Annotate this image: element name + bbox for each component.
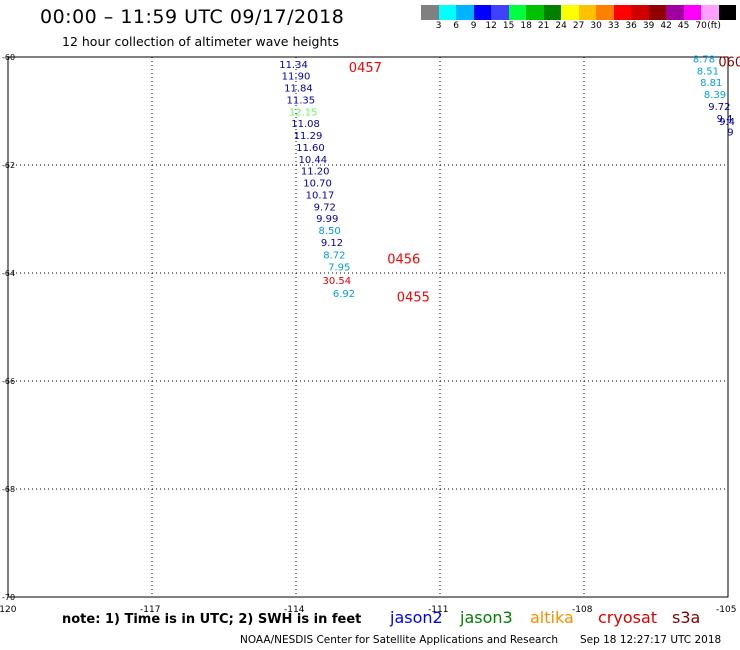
legend-altika: altika — [530, 608, 574, 627]
wave-height-value: 11.35 — [286, 95, 315, 106]
color-scale-bar — [421, 5, 736, 20]
color-swatch — [456, 5, 474, 20]
color-swatch — [683, 5, 701, 20]
color-scale-label: 27 — [572, 21, 585, 31]
wave-height-value: 10.17 — [306, 190, 335, 201]
latitude-tick-label: -66 — [2, 377, 15, 386]
color-swatch — [438, 5, 456, 20]
chart-title: 00:00 – 11:59 UTC 09/17/2018 — [40, 6, 345, 28]
color-swatch — [578, 5, 596, 20]
longitude-tick-label: -111 — [428, 605, 448, 615]
chart-subtitle: 12 hour collection of altimeter wave hei… — [62, 34, 339, 49]
wave-height-value: 11.90 — [282, 72, 311, 83]
legend-s3a: s3a — [672, 608, 701, 627]
color-scale-label: 45 — [677, 21, 690, 31]
wave-height-value: 9.72 — [314, 202, 336, 213]
wave-height-value: 30.54 — [322, 276, 351, 287]
color-scale-label: 3 — [435, 21, 442, 31]
color-swatch — [526, 5, 544, 20]
color-swatch — [631, 5, 649, 20]
wave-height-value: 12.15 — [289, 107, 318, 118]
latitude-tick-label: -60 — [2, 53, 15, 62]
color-scale-label: 30 — [590, 21, 602, 31]
map-frame — [7, 56, 729, 598]
wave-height-value: 8.78 — [693, 54, 715, 65]
wave-height-value: 9.99 — [316, 214, 338, 225]
color-swatch — [561, 5, 579, 20]
generation-timestamp: Sep 18 12:27:17 UTC 2018 — [580, 634, 722, 646]
pass-time-label: 0455 — [397, 290, 430, 305]
color-scale-label: 6 — [453, 21, 459, 31]
wave-height-value: 11.60 — [296, 143, 325, 154]
wave-height-value: 9.12 — [321, 238, 343, 249]
longitude-tick-label: -108 — [572, 605, 593, 615]
color-scale-label: 33 — [607, 21, 620, 31]
wave-height-value: 10.70 — [303, 179, 332, 190]
color-swatch — [666, 5, 684, 20]
color-scale-label: 42 — [660, 21, 672, 31]
wave-height-value: 11.34 — [279, 60, 308, 71]
color-scale-label: 12 — [485, 21, 497, 31]
pass-time-label: 060 — [718, 55, 740, 70]
wave-height-value: 11.84 — [284, 84, 313, 95]
wave-height-value: 11.20 — [301, 167, 330, 178]
wave-height-value: 9.72 — [708, 102, 730, 113]
color-scale-label: 39 — [642, 21, 655, 31]
color-scale-label: 70 — [695, 21, 707, 31]
wave-height-value: 9.4 — [719, 117, 735, 128]
color-scale-label: (ft) — [707, 21, 721, 31]
color-swatch — [596, 5, 614, 20]
color-swatch — [701, 5, 719, 20]
wave-height-value: 8.72 — [323, 250, 345, 261]
credit-footer: NOAA/NESDIS Center for Satellite Applica… — [240, 634, 558, 646]
pass-time-label: 0456 — [387, 253, 420, 268]
wave-height-value: 8.51 — [697, 66, 719, 77]
color-scale-label: 9 — [470, 21, 477, 31]
color-scale-label: 18 — [520, 21, 532, 31]
color-scale-label: 36 — [625, 21, 637, 31]
color-scale-label: 21 — [537, 21, 550, 31]
wave-height-value: 10.44 — [298, 155, 327, 166]
color-scale-label: 15 — [502, 21, 515, 31]
longitude-tick-label: -105 — [716, 605, 736, 615]
wave-height-value: 11.29 — [294, 131, 323, 142]
legend-cryosat: cryosat — [598, 608, 658, 627]
color-swatch — [648, 5, 666, 20]
longitude-tick-label: -120 — [0, 605, 17, 615]
units-note: note: 1) Time is in UTC; 2) SWH is in fe… — [62, 612, 362, 627]
longitude-tick-label: -114 — [284, 605, 305, 615]
color-swatch — [421, 5, 439, 20]
latitude-tick-label: -68 — [2, 485, 15, 494]
legend-jason2: jason2 — [390, 608, 443, 627]
color-swatch — [718, 5, 736, 20]
wave-height-value: 6.92 — [333, 289, 355, 300]
color-swatch — [543, 5, 561, 20]
wave-height-value: 8.39 — [704, 90, 726, 101]
wave-height-value: 9 — [727, 127, 733, 138]
color-swatch — [473, 5, 491, 20]
wave-height-value: 8.81 — [700, 78, 722, 89]
wave-height-value: 9.4 — [717, 114, 733, 125]
wave-height-value: 11.08 — [291, 119, 320, 130]
wave-height-value: 7.95 — [328, 262, 350, 273]
color-swatch — [613, 5, 631, 20]
color-scale-label: 24 — [555, 21, 567, 31]
longitude-tick-label: -117 — [140, 605, 160, 615]
latitude-tick-label: -64 — [2, 269, 15, 278]
legend-jason3: jason3 — [460, 608, 513, 627]
latitude-tick-label: -62 — [2, 161, 15, 170]
color-swatch — [508, 5, 526, 20]
pass-time-label: 0457 — [349, 61, 382, 76]
wave-height-value: 8.50 — [318, 226, 340, 237]
color-swatch — [491, 5, 509, 20]
latitude-tick-label: -70 — [2, 593, 15, 602]
